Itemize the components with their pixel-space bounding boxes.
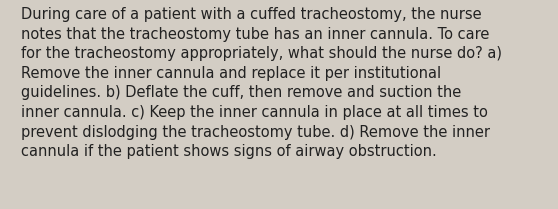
- Text: During care of a patient with a cuffed tracheostomy, the nurse
notes that the tr: During care of a patient with a cuffed t…: [21, 7, 502, 159]
